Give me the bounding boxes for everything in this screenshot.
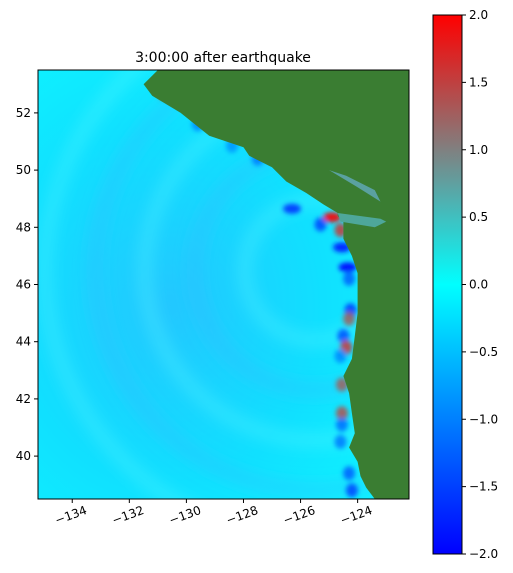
hotspot-mark — [345, 483, 358, 498]
hotspot-mark — [337, 328, 350, 343]
x-tick-label: −132 — [110, 503, 146, 527]
hotspot-mark — [335, 377, 348, 392]
colorbar-tick-label: 1.0 — [469, 143, 488, 157]
map-title: 3:00:00 after earthquake — [135, 50, 311, 66]
wave-ring — [89, 70, 409, 496]
colorbar-tick-label: −0.5 — [469, 345, 498, 359]
hotspot-mark — [314, 217, 327, 232]
y-tick-label: 42 — [16, 392, 31, 406]
colorbar-tick-label: −1.5 — [469, 480, 498, 494]
colorbar-tick-label: −1.0 — [469, 412, 498, 426]
y-tick-label: 46 — [16, 278, 31, 292]
hotspot-mark — [334, 349, 347, 363]
colorbar-tick-label: 1.5 — [469, 75, 488, 89]
y-tick-label: 44 — [16, 335, 31, 349]
colorbar-gradient — [433, 15, 462, 554]
x-tick-label: −124 — [338, 503, 374, 527]
hotspot-mark — [282, 203, 301, 214]
map-area — [38, 70, 409, 499]
x-tick-label: −126 — [281, 503, 317, 527]
hotspot-mark — [343, 271, 356, 286]
colorbar-tick-label: 0.5 — [469, 210, 488, 224]
colorbar: −2.0 −1.5 −1.0 −0.5 0.0 0.5 1.0 1.5 2.0 — [432, 8, 498, 561]
y-tick-label: 48 — [16, 220, 31, 234]
x-axis: −134 −132 −130 −128 −126 −124 — [53, 499, 374, 527]
colorbar-ticks: −2.0 −1.5 −1.0 −0.5 0.0 0.5 1.0 1.5 2.0 — [462, 8, 498, 561]
y-axis: 40 42 44 46 48 50 52 — [16, 106, 38, 463]
strait-juan-de-fuca — [337, 213, 387, 228]
colorbar-tick-label: −2.0 — [469, 547, 498, 561]
colorbar-tick-label: 0.0 — [469, 278, 488, 292]
colorbar-tick-label: 2.0 — [469, 8, 488, 22]
hotspot-mark — [322, 212, 341, 223]
y-tick-label: 40 — [16, 449, 31, 463]
hotspot-mark — [343, 466, 356, 481]
wave-ring — [39, 70, 182, 499]
x-tick-label: −130 — [167, 503, 203, 527]
x-tick-label: −128 — [224, 503, 260, 527]
hotspot-mark — [335, 406, 348, 421]
x-tick-label: −134 — [53, 503, 89, 527]
hotspot-mark — [343, 311, 356, 326]
y-tick-label: 50 — [16, 163, 31, 177]
y-tick-label: 52 — [16, 106, 31, 120]
hotspot-mark — [334, 434, 347, 449]
hotspot-mark — [335, 417, 348, 432]
hotspot-mark — [338, 262, 357, 273]
